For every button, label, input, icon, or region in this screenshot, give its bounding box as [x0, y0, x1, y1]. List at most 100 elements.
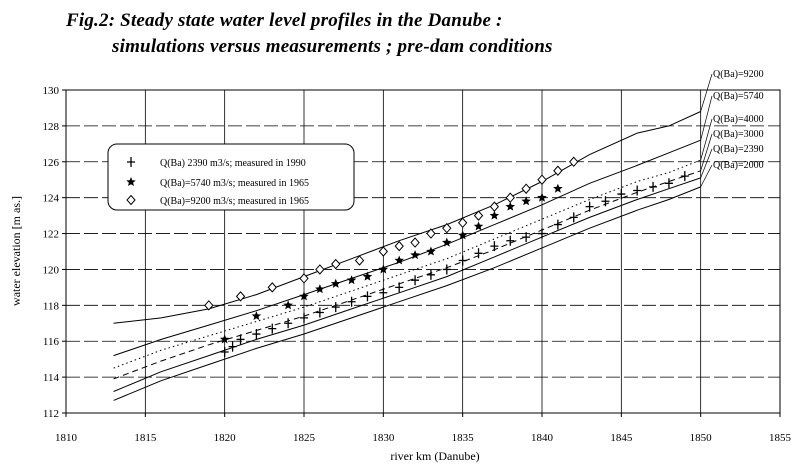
- plus-marker: [569, 212, 578, 223]
- diamond-marker: [442, 222, 452, 234]
- x-axis-label: river km (Danube): [390, 449, 479, 463]
- y-tick-label: 122: [43, 229, 60, 241]
- profile-label-leader: [700, 133, 713, 171]
- plus-marker: [411, 275, 420, 286]
- diamond-marker: [426, 228, 436, 239]
- plus-marker: [490, 241, 499, 252]
- plus-marker: [284, 318, 293, 329]
- profile-labels: Q(Ba)=9200 Q(Ba)=5740 Q(Ba)=4000 Q(Ba)=3000…: [700, 69, 764, 188]
- star-marker: [251, 311, 262, 321]
- star-marker: [521, 196, 531, 206]
- profile-label-leader: [700, 164, 713, 188]
- profile-label: Q(Ba)=2000: [713, 160, 764, 171]
- x-tick-label: 1815: [134, 432, 157, 444]
- star-marker: [299, 291, 309, 301]
- plus-marker: [601, 196, 610, 207]
- measurement-markers: [204, 156, 689, 357]
- profile-label: Q(Ba)=5740: [713, 91, 764, 102]
- profile-label-leader: [700, 148, 713, 179]
- plus-marker: [315, 307, 324, 318]
- grid: [66, 90, 780, 413]
- plus-marker: [538, 228, 546, 239]
- diamond-marker: [553, 165, 563, 177]
- legend: Q(Ba) 2390 m3/s; measured in 1990 Q(Ba)=5…: [107, 143, 355, 211]
- simulated-profiles: [113, 111, 701, 401]
- plus-marker: [680, 171, 689, 182]
- star-marker: [126, 177, 136, 187]
- plus-marker: [426, 269, 435, 280]
- star-marker: [219, 334, 230, 344]
- star-marker: [442, 237, 452, 247]
- profile-label: Q(Ba)=4000: [713, 114, 764, 125]
- x-tick-label: 1830: [372, 432, 395, 444]
- diamond-marker: [235, 291, 246, 302]
- diamond-marker: [410, 237, 420, 248]
- star-marker: [457, 230, 468, 240]
- y-tick-label: 128: [43, 121, 60, 133]
- profile-label: Q(Ba)=3000: [713, 129, 764, 140]
- x-tick-label: 1850: [690, 432, 713, 444]
- plus-marker: [522, 232, 531, 243]
- x-tick-label: 1810: [55, 432, 78, 444]
- diamond-marker: [331, 258, 341, 270]
- plus-marker: [127, 157, 135, 167]
- y-tick-label: 118: [43, 300, 60, 312]
- legend-entry: Q(Ba)=5740 m3/s; measured in 1965: [160, 178, 309, 189]
- diamond-marker: [457, 217, 468, 229]
- diamond-marker: [569, 156, 579, 168]
- profile-line: [113, 139, 701, 357]
- star-marker: [315, 284, 325, 294]
- y-tick-label: 130: [43, 85, 60, 97]
- diamond-marker: [299, 273, 309, 284]
- plus-marker: [617, 189, 626, 200]
- figure-title-line-1: Fig.2: Steady state water level profiles…: [66, 10, 503, 31]
- plus-marker: [506, 235, 515, 246]
- star-marker: [378, 264, 389, 274]
- diamond-marker: [473, 210, 484, 221]
- profile-line: [113, 177, 701, 392]
- x-tick-label: 1840: [531, 432, 554, 444]
- y-tick-label: 124: [43, 193, 60, 205]
- star-marker: [362, 271, 373, 281]
- star-marker: [505, 201, 516, 211]
- plus-marker: [395, 282, 404, 293]
- star-marker: [473, 221, 484, 231]
- diamond-marker: [537, 174, 547, 185]
- diamond-marker: [126, 194, 136, 206]
- plus-marker: [268, 323, 277, 334]
- diamond-marker: [505, 192, 515, 203]
- figure-title-line-2: simulations versus measurements ; pre-da…: [112, 36, 553, 57]
- diamond-marker: [489, 201, 500, 212]
- legend-box: [107, 143, 355, 211]
- y-tick-label: 114: [43, 372, 60, 384]
- plus-marker: [363, 291, 372, 302]
- profile-line: [113, 186, 701, 401]
- plus-marker: [649, 181, 658, 192]
- plus-marker: [379, 287, 388, 298]
- profile-label: Q(Ba)=9200: [713, 69, 764, 80]
- y-tick-label: 126: [43, 157, 60, 169]
- plus-marker: [252, 329, 261, 340]
- plus-marker: [228, 341, 237, 352]
- plus-marker: [585, 201, 594, 212]
- plus-marker: [474, 248, 483, 259]
- axis-ticks: 1810 1815 1820 1825 1830 1835 1840 1845 1850 1855…: [43, 85, 792, 444]
- profile-label-leader: [700, 118, 713, 161]
- star-marker: [537, 192, 547, 202]
- x-tick-label: 1825: [293, 432, 316, 444]
- plus-marker: [553, 219, 562, 230]
- x-tick-label: 1820: [214, 432, 237, 444]
- plus-marker: [331, 302, 340, 313]
- profile-line: [113, 111, 701, 324]
- x-tick-label: 1855: [769, 432, 792, 444]
- plus-marker: [347, 296, 356, 307]
- plus-marker: [442, 264, 451, 275]
- plus-marker: [633, 185, 642, 196]
- star-marker: [553, 183, 563, 193]
- diamond-marker: [521, 183, 531, 194]
- plus-marker: [220, 346, 229, 357]
- star-marker: [410, 250, 420, 260]
- y-tick-label: 116: [43, 336, 60, 348]
- profile-label-leader: [700, 95, 713, 141]
- profile-label-leader: [700, 73, 713, 112]
